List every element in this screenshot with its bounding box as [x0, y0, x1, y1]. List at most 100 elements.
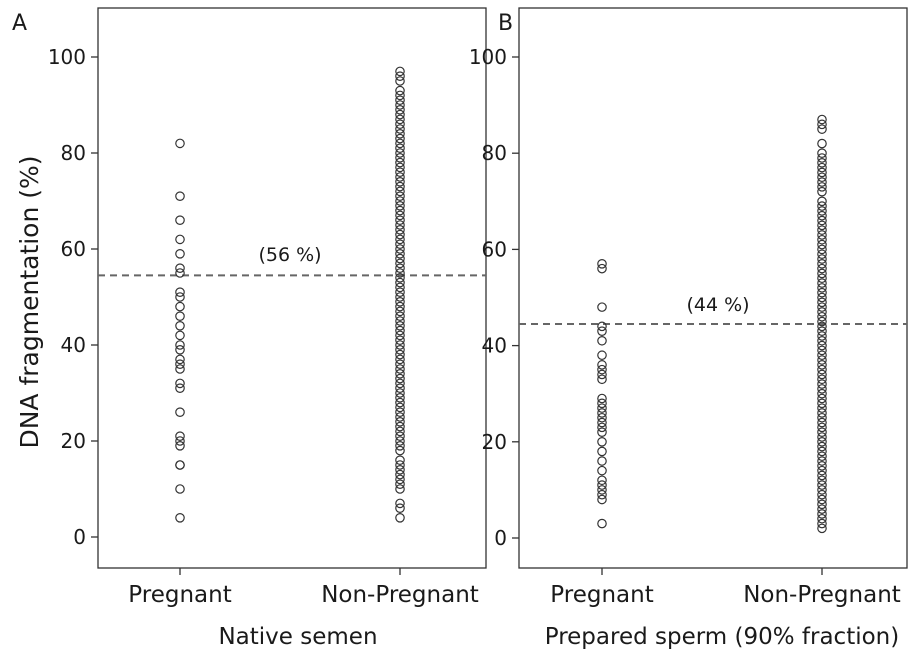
- data-point: [597, 412, 607, 423]
- data-point: [817, 441, 827, 452]
- data-point: [817, 518, 827, 529]
- data-point: [395, 460, 405, 470]
- data-point: [817, 273, 827, 284]
- data-point: [395, 292, 405, 302]
- y-tick-label: 20: [61, 429, 86, 453]
- data-point: [395, 378, 405, 389]
- data-point: [817, 244, 827, 255]
- data-point: [395, 469, 405, 480]
- data-point: [175, 431, 185, 441]
- data-point: [817, 263, 827, 274]
- data-point: [395, 364, 405, 374]
- data-point: [395, 498, 405, 509]
- data-point: [817, 499, 827, 510]
- data-point: [597, 480, 607, 490]
- data-point: [395, 177, 405, 187]
- x-axis-label-A: Native semen: [218, 624, 377, 650]
- data-point: [395, 431, 405, 441]
- data-point: [395, 440, 405, 451]
- data-point: [395, 484, 405, 494]
- data-point: [395, 306, 405, 317]
- y-tick-label: 0: [494, 526, 507, 550]
- x-axis-label-B: Prepared sperm (90% fraction): [545, 624, 900, 650]
- data-point: [395, 503, 405, 513]
- data-point: [395, 335, 405, 345]
- data-point: [395, 325, 405, 336]
- data-point: [817, 393, 827, 404]
- data-point: [175, 301, 185, 312]
- data-point: [175, 460, 185, 470]
- data-point: [395, 153, 405, 163]
- data-point: [395, 397, 405, 408]
- data-point: [395, 320, 405, 331]
- data-point: [175, 436, 185, 446]
- data-point: [175, 234, 185, 245]
- data-point: [395, 85, 405, 96]
- data-point: [817, 451, 827, 462]
- data-point: [395, 76, 405, 86]
- data-point: [817, 206, 827, 216]
- data-point: [175, 354, 185, 365]
- plot-frame-A: [97, 7, 487, 569]
- data-point: [395, 277, 405, 288]
- data-point: [817, 172, 827, 183]
- data-point: [395, 201, 405, 211]
- data-point: [175, 340, 185, 350]
- data-point: [817, 384, 827, 394]
- data-point: [395, 316, 405, 326]
- data-point: [395, 172, 405, 182]
- data-point: [597, 489, 607, 500]
- data-point: [817, 283, 827, 293]
- data-point: [395, 368, 405, 379]
- data-point: [395, 426, 405, 437]
- data-point: [395, 66, 405, 77]
- data-point: [817, 326, 827, 336]
- y-tick-label: 60: [482, 237, 507, 261]
- data-point: [175, 138, 185, 149]
- data-point: [817, 388, 827, 399]
- data-point: [817, 196, 827, 207]
- threshold-label: (44 %): [686, 294, 749, 316]
- data-point: [395, 402, 405, 413]
- data-point: [817, 153, 827, 163]
- data-point: [817, 287, 827, 298]
- data-point: [395, 205, 405, 216]
- data-point: [817, 311, 827, 322]
- data-point: [395, 95, 405, 105]
- data-point: [597, 475, 607, 486]
- data-point: [395, 388, 405, 398]
- data-point: [175, 512, 185, 523]
- data-point: [395, 354, 405, 365]
- data-point: [395, 287, 405, 297]
- data-point: [395, 191, 405, 201]
- data-point: [395, 100, 405, 110]
- data-point: [395, 138, 405, 149]
- data-point: [817, 278, 827, 288]
- data-point: [395, 512, 405, 523]
- data-point: [395, 109, 405, 120]
- data-point: [817, 509, 827, 519]
- data-point: [817, 335, 827, 346]
- data-point: [597, 350, 607, 361]
- data-point: [817, 345, 827, 356]
- y-tick-label: 0: [73, 525, 86, 549]
- data-point: [395, 349, 405, 360]
- data-point: [817, 148, 827, 158]
- data-point: [817, 374, 827, 385]
- data-point: [817, 239, 827, 250]
- data-point: [817, 316, 827, 327]
- data-point: [597, 326, 607, 336]
- data-point: [395, 311, 405, 321]
- data-point: [817, 321, 827, 332]
- data-point: [395, 157, 405, 168]
- data-point: [395, 412, 405, 422]
- data-point: [817, 220, 827, 231]
- data-point: [395, 90, 405, 101]
- data-point: [817, 124, 827, 134]
- data-point: [817, 201, 827, 211]
- data-point: [597, 263, 607, 274]
- data-point: [817, 412, 827, 423]
- data-point: [395, 210, 405, 221]
- data-point: [395, 105, 405, 115]
- data-point: [817, 340, 827, 351]
